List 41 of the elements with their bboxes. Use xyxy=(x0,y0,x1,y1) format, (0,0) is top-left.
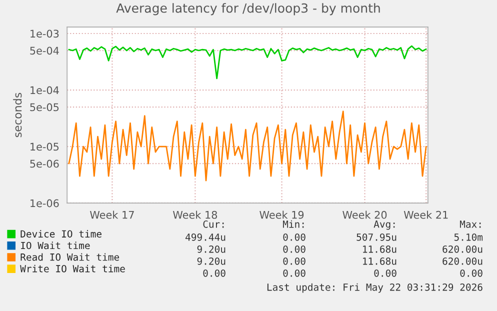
y-tick-label: 1e-03 xyxy=(30,30,59,38)
text: 0.00 xyxy=(283,233,306,241)
y-tick-label: 5e-06 xyxy=(30,160,59,168)
y-tick-label: 1e-05 xyxy=(30,142,59,151)
y-tick-label: 1e-04 xyxy=(30,86,59,94)
text: 0.00 xyxy=(374,269,396,277)
text: 9.20u xyxy=(197,245,226,253)
text: 9.20u xyxy=(197,257,226,265)
text: 5.10m xyxy=(454,233,483,241)
x-tick-label: Week 18 xyxy=(172,210,218,219)
x-tick-label: Week 21 xyxy=(404,210,448,219)
legend-label: Read IO Wait time xyxy=(20,253,120,261)
x-tick-label: Week 19 xyxy=(260,210,304,219)
text: 11.68u xyxy=(363,257,396,265)
text: 0.00 xyxy=(283,257,306,265)
legend-label: Write IO Wait time xyxy=(20,264,125,272)
text: 507.95u xyxy=(356,233,396,241)
y-tick-label: 5e-04 xyxy=(30,46,59,55)
text: Avg: xyxy=(374,220,395,230)
text: 0.00 xyxy=(460,269,482,277)
chart-title: Average latency for /dev/loop3 - by month xyxy=(116,3,380,16)
text: 11.68u xyxy=(363,245,396,253)
y-tick-label: 1e-06 xyxy=(30,199,59,208)
text: 620.00u xyxy=(442,257,482,265)
text: 0.00 xyxy=(283,269,306,277)
text: 499.44u xyxy=(186,233,226,241)
line-series xyxy=(68,110,427,182)
legend-label: IO Wait time xyxy=(21,242,90,250)
legend-label: Device IO time xyxy=(20,230,102,238)
text: Max: xyxy=(460,220,481,228)
text: Min: xyxy=(282,220,304,228)
x-tick-label: Week 20 xyxy=(342,210,387,219)
line-series xyxy=(68,45,427,80)
y-axis-title: seconds xyxy=(13,92,22,138)
y-tick-label: 5e-05 xyxy=(30,103,59,112)
x-tick-label: Week 17 xyxy=(90,210,134,219)
text: 0.00 xyxy=(283,245,306,253)
text: 0.00 xyxy=(203,269,226,277)
text: Last update: Fri May 22 03:31:29 2026 xyxy=(267,283,482,293)
text: Cur: xyxy=(203,220,224,228)
text: 620.00u xyxy=(442,245,482,253)
